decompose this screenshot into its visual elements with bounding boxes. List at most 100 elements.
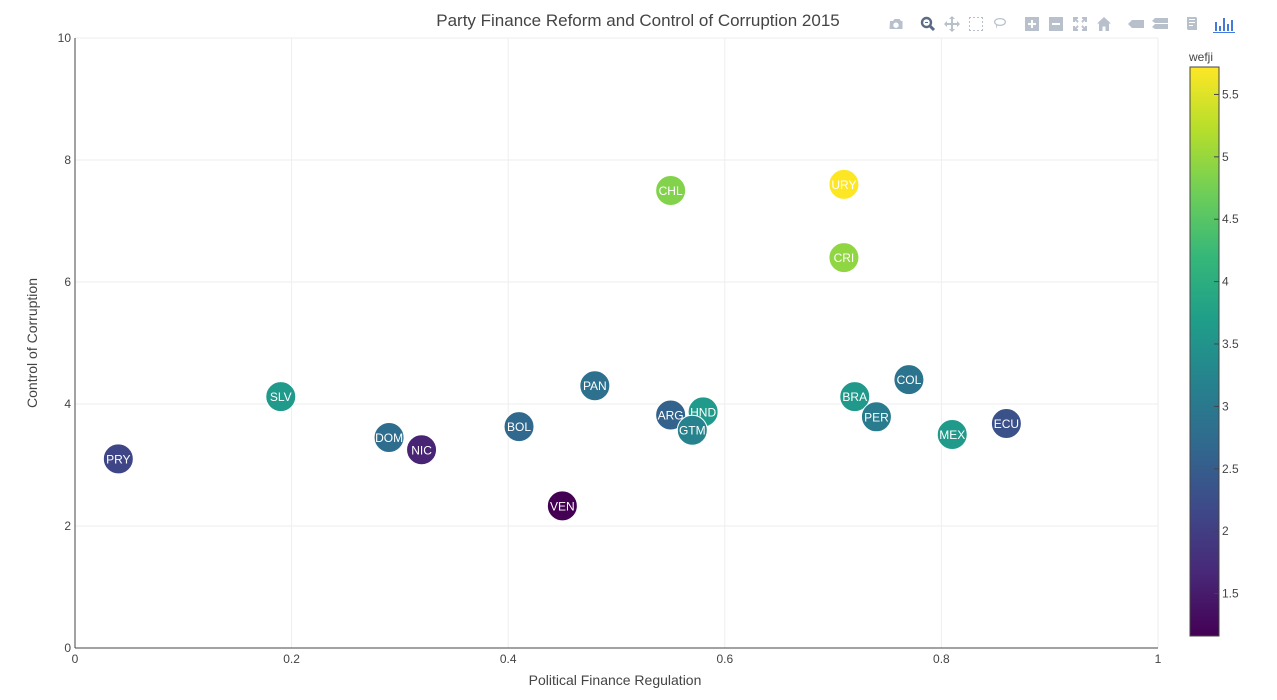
y-tick-label: 0 (64, 641, 71, 655)
y-tick-label: 2 (64, 519, 71, 533)
colorbar-title: wefji (1188, 50, 1213, 64)
marker-label: CHL (659, 184, 683, 198)
marker-label: BRA (842, 390, 867, 404)
data-point-ecu[interactable]: ECU (990, 408, 1022, 440)
marker-label: ECU (994, 417, 1019, 431)
chart-title: Party Finance Reform and Control of Corr… (436, 11, 839, 30)
marker-circle[interactable] (265, 381, 297, 413)
marker-label: CRI (834, 251, 855, 265)
y-tick-label: 8 (64, 153, 71, 167)
data-point-mex[interactable]: MEX (936, 419, 968, 450)
plotly-logo-icon[interactable] (1212, 12, 1236, 36)
data-point-nic[interactable]: NIC (406, 434, 438, 466)
zoom-out-icon[interactable] (1044, 12, 1068, 36)
marker-circle[interactable] (676, 414, 708, 446)
marker-circle[interactable] (936, 419, 968, 450)
marker-circle[interactable] (406, 434, 438, 466)
x-tick-label: 0 (72, 652, 79, 666)
marker-label: NIC (411, 443, 432, 457)
marker-label: VEN (550, 499, 575, 513)
data-point-chl[interactable]: CHL (655, 175, 687, 206)
marker-label: PRY (106, 452, 130, 466)
marker-label: URY (831, 178, 856, 192)
colorbar-gradient (1189, 66, 1220, 637)
lasso-select-icon[interactable] (988, 12, 1012, 36)
y-axis-title: Control of Corruption (24, 278, 40, 408)
modebar-group (884, 12, 908, 36)
data-point-dom[interactable]: DOM (373, 422, 405, 454)
marker-label: COL (897, 373, 922, 387)
marker-label: BOL (507, 420, 531, 434)
edit-chart-icon[interactable] (1180, 12, 1204, 36)
x-axis-title: Political Finance Regulation (529, 672, 702, 688)
modebar-group (916, 12, 1012, 36)
hover-compare-icon[interactable] (1148, 12, 1172, 36)
colorbar-tick-label: 3 (1222, 399, 1229, 413)
marker-circle[interactable] (990, 408, 1022, 440)
x-tick-label: 1 (1155, 652, 1162, 666)
x-tick-label: 0.4 (500, 652, 517, 666)
marker-circle[interactable] (102, 443, 134, 475)
modebar-group (1180, 12, 1204, 36)
marker-label: GTM (679, 424, 706, 438)
data-point-col[interactable]: COL (893, 364, 925, 396)
data-point-pan[interactable]: PAN (579, 370, 611, 402)
colorbar: wefji 1.5 2 2.5 3 3.5 4 4.5 5 5.5 (1188, 50, 1239, 637)
marker-label: PER (864, 410, 889, 424)
modebar-group (1212, 12, 1236, 36)
colorbar-tick-label: 4.5 (1222, 212, 1239, 226)
modebar-group (1020, 12, 1116, 36)
marker-label: MEX (939, 428, 965, 442)
zoom-in-icon[interactable] (1020, 12, 1044, 36)
marker-label: SLV (270, 390, 292, 404)
x-tick-label: 0.8 (933, 652, 950, 666)
box-select-icon[interactable] (964, 12, 988, 36)
autoscale-icon[interactable] (1068, 12, 1092, 36)
data-point-ven[interactable]: VEN (546, 490, 578, 522)
camera-icon[interactable] (884, 12, 908, 36)
data-point-slv[interactable]: SLV (265, 381, 297, 413)
marker-label: ARG (658, 408, 684, 422)
zoom-icon[interactable] (916, 12, 940, 36)
data-point-per[interactable]: PER (860, 401, 892, 433)
marker-circle[interactable] (373, 422, 405, 454)
data-point-bra[interactable]: BRA (839, 381, 871, 413)
x-tick-label: 0.6 (716, 652, 733, 666)
modebar-group (1124, 12, 1172, 36)
data-point-gtm[interactable]: GTM (676, 414, 708, 446)
hover-closest-icon[interactable] (1124, 12, 1148, 36)
marker-circle[interactable] (893, 364, 925, 396)
modebar-toolbar (884, 12, 1244, 36)
y-tick-label: 10 (58, 31, 72, 45)
colorbar-tick-label: 4 (1222, 275, 1229, 289)
pan-icon[interactable] (940, 12, 964, 36)
data-point-pry[interactable]: PRY (102, 443, 134, 475)
data-point-bol[interactable]: BOL (503, 411, 535, 443)
marker-circle[interactable] (828, 168, 860, 200)
marker-circle[interactable] (503, 411, 535, 443)
colorbar-tick-label: 2.5 (1222, 462, 1239, 476)
marker-circle[interactable] (860, 401, 892, 433)
data-point-ury[interactable]: URY (828, 168, 860, 200)
marker-label: DOM (375, 431, 403, 445)
marker-circle[interactable] (655, 399, 687, 431)
marker-circle[interactable] (828, 242, 860, 274)
x-tick-label: 0.2 (283, 652, 300, 666)
marker-circle[interactable] (546, 490, 578, 522)
colorbar-tick-label: 3.5 (1222, 337, 1239, 351)
colorbar-tick-label: 5.5 (1222, 87, 1239, 101)
marker-label: PAN (583, 379, 607, 393)
grid-lines (75, 37, 1159, 648)
marker-circle[interactable] (579, 370, 611, 402)
colorbar-tick-label: 5 (1222, 150, 1229, 164)
marker-circle[interactable] (655, 175, 687, 206)
reset-axes-icon[interactable] (1092, 12, 1116, 36)
data-point-cri[interactable]: CRI (828, 242, 860, 274)
y-tick-label: 4 (64, 397, 71, 411)
y-tick-label: 6 (64, 275, 71, 289)
marker-circle[interactable] (839, 381, 871, 413)
data-point-arg[interactable]: ARG (655, 399, 687, 431)
